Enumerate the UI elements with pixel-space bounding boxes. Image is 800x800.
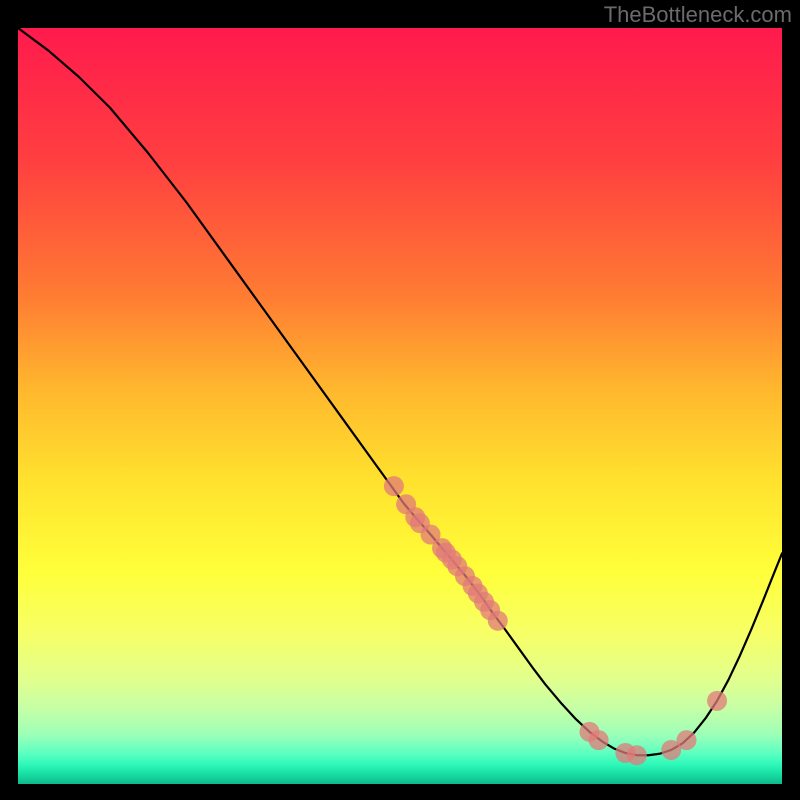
scatter-point [707, 691, 727, 711]
scatter-point [677, 730, 697, 750]
scatter-point [384, 476, 404, 496]
chart-svg [18, 28, 782, 784]
watermark-label: TheBottleneck.com [604, 2, 792, 28]
gradient-background [18, 28, 782, 784]
chart-container: TheBottleneck.com [0, 0, 800, 800]
scatter-point [488, 611, 508, 631]
scatter-point [627, 745, 647, 765]
scatter-point [589, 730, 609, 750]
plot-area [18, 28, 782, 784]
